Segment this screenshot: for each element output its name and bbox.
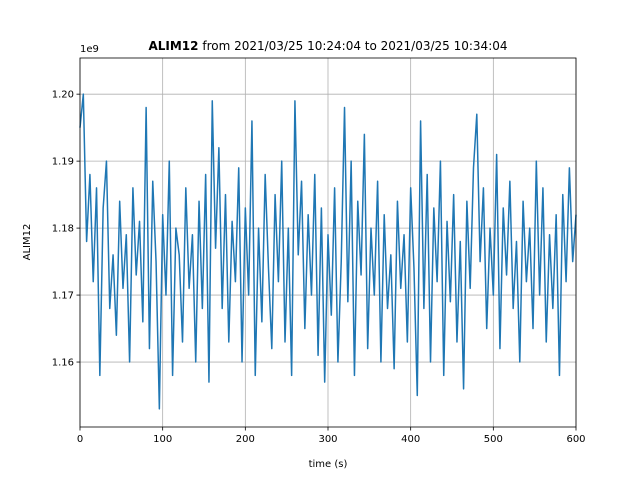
y-axis-label: ALIM12 bbox=[22, 224, 33, 261]
data-line bbox=[79, 93, 577, 410]
y-tick-label: 1.18 bbox=[52, 224, 74, 235]
x-tick-label: 600 bbox=[566, 434, 585, 445]
title-rest: from 2021/03/25 10:24:04 to 2021/03/25 1… bbox=[202, 39, 507, 53]
y-tick-label: 1.16 bbox=[52, 358, 74, 369]
x-tick-label: 100 bbox=[153, 434, 172, 445]
offset-text: 1e9 bbox=[80, 44, 99, 55]
x-tick-label: 400 bbox=[401, 434, 420, 445]
x-tick-label: 500 bbox=[484, 434, 503, 445]
y-tick-label: 1.19 bbox=[52, 157, 74, 168]
ticks: 0 100 200 300 400 500 600 1.16 1.17 1.18 1.19 1.20 bbox=[52, 90, 586, 445]
x-axis-label: time (s) bbox=[309, 459, 348, 470]
x-tick-label: 300 bbox=[318, 434, 337, 445]
title-bold: ALIM12 bbox=[148, 39, 198, 53]
chart-title: ALIM12 from 2021/03/25 10:24:04 to 2021/… bbox=[148, 39, 507, 53]
y-tick-label: 1.17 bbox=[52, 291, 74, 302]
x-tick-label: 200 bbox=[236, 434, 255, 445]
x-tick-label: 0 bbox=[77, 434, 83, 445]
y-tick-label: 1.20 bbox=[52, 90, 74, 101]
plot bbox=[79, 93, 577, 410]
